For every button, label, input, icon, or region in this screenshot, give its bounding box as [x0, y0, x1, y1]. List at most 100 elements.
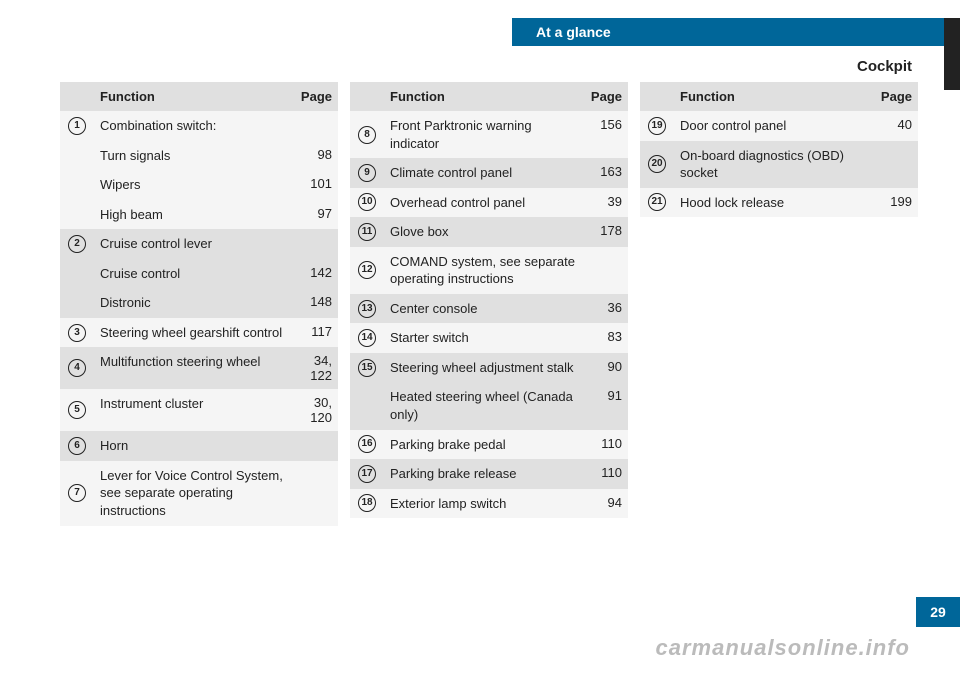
page-ref: 142 [292, 259, 338, 289]
function-text: Heated steering wheel (Canada only) [384, 382, 582, 429]
circled-number-icon: 10 [358, 193, 376, 211]
row-marker-cell [60, 259, 94, 289]
function-text: Cruise control [94, 259, 292, 289]
table-row: 13Center console36 [350, 294, 628, 324]
row-marker-cell: 2 [60, 229, 94, 259]
table-row: 6Horn [60, 431, 338, 461]
page-ref: 101 [292, 170, 338, 200]
circled-number-icon: 19 [648, 117, 666, 135]
function-text: Combination switch: [94, 111, 292, 141]
row-marker-cell: 13 [350, 294, 384, 324]
page-ref: 163 [582, 158, 628, 188]
page-ref: 36 [582, 294, 628, 324]
table-row: Heated steering wheel (Canada only)91 [350, 382, 628, 429]
header-page: Page [582, 82, 628, 111]
table-row: 20 On-board diagnostics (OBD) socket [640, 141, 918, 188]
row-marker-cell: 10 [350, 188, 384, 218]
row-marker-cell: 12 [350, 247, 384, 294]
page-ref: 156 [582, 111, 628, 158]
header-function: Function [674, 82, 872, 111]
page-ref [292, 111, 338, 141]
page-ref: 40 [872, 111, 918, 141]
row-marker-cell [60, 288, 94, 318]
row-marker-cell: 5 [60, 389, 94, 431]
table-row: 14Starter switch83 [350, 323, 628, 353]
row-marker-cell: 8 [350, 111, 384, 158]
header-icon-spacer [640, 82, 674, 111]
table-row: Distronic148 [60, 288, 338, 318]
function-text: On-board diagnostics (OBD) socket [674, 141, 872, 188]
circled-number-icon: 15 [358, 359, 376, 377]
page-ref: 97 [292, 200, 338, 230]
watermark-text: carmanualsonline.info [656, 635, 911, 661]
circled-number-icon: 2 [68, 235, 86, 253]
circled-number-icon: 7 [68, 484, 86, 502]
row-marker-cell [60, 170, 94, 200]
circled-number-icon: 9 [358, 164, 376, 182]
function-text: Exterior lamp switch [384, 489, 582, 519]
row-marker-cell: 3 [60, 318, 94, 348]
page-ref [292, 229, 338, 259]
table-row: 11Glove box178 [350, 217, 628, 247]
page-ref: 110 [582, 430, 628, 460]
function-text: Parking brake pedal [384, 430, 582, 460]
table-header: FunctionPage [640, 82, 918, 111]
circled-number-icon: 20 [648, 155, 666, 173]
page-ref [292, 461, 338, 526]
function-text: Glove box [384, 217, 582, 247]
circled-number-icon: 17 [358, 465, 376, 483]
table-row: Turn signals98 [60, 141, 338, 171]
page-number: 29 [930, 604, 946, 620]
table-row: 4Multifunction steering wheel34, 122 [60, 347, 338, 389]
table-row: 9Climate control panel163 [350, 158, 628, 188]
function-text: Parking brake release [384, 459, 582, 489]
row-marker-cell: 16 [350, 430, 384, 460]
function-text: Distronic [94, 288, 292, 318]
circled-number-icon: 3 [68, 324, 86, 342]
function-text: Cruise control lever [94, 229, 292, 259]
circled-number-icon: 1 [68, 117, 86, 135]
function-text: Lever for Voice Control System, see sepa… [94, 461, 292, 526]
function-text: High beam [94, 200, 292, 230]
table-row: 12COMAND system, see separate operating … [350, 247, 628, 294]
table-row: 10Overhead control panel39 [350, 188, 628, 218]
table-row: Cruise control142 [60, 259, 338, 289]
table-row: 18Exterior lamp switch94 [350, 489, 628, 519]
function-text: Multifunction steering wheel [94, 347, 292, 389]
page-ref [582, 247, 628, 294]
function-text: Overhead control panel [384, 188, 582, 218]
section-title: Cockpit [857, 58, 912, 75]
circled-number-icon: 21 [648, 193, 666, 211]
header-page: Page [292, 82, 338, 111]
row-marker-cell: 21 [640, 188, 674, 218]
table-row: 2 Cruise control lever [60, 229, 338, 259]
page-ref [292, 431, 338, 461]
function-text: Front Parktronic warning indicator [384, 111, 582, 158]
row-marker-cell: 7 [60, 461, 94, 526]
circled-number-icon: 14 [358, 329, 376, 347]
circled-number-icon: 16 [358, 435, 376, 453]
columns-container: FunctionPage1Combination switch:Turn sig… [60, 82, 912, 526]
table-row: 16 Parking brake pedal110 [350, 430, 628, 460]
header-icon-spacer [350, 82, 384, 111]
row-marker-cell: 18 [350, 489, 384, 519]
page-ref: 83 [582, 323, 628, 353]
table-row: 21 Hood lock release199 [640, 188, 918, 218]
chapter-title: At a glance [536, 24, 611, 40]
function-column: FunctionPage8Front Parktronic warning in… [350, 82, 628, 526]
table-row: 19 Door control panel40 [640, 111, 918, 141]
table-header: FunctionPage [60, 82, 338, 111]
row-marker-cell: 20 [640, 141, 674, 188]
page-ref: 30, 120 [292, 389, 338, 431]
function-text: Hood lock release [674, 188, 872, 218]
circled-number-icon: 13 [358, 300, 376, 318]
page-ref: 199 [872, 188, 918, 218]
function-text: Steering wheel adjustment stalk [384, 353, 582, 383]
header-function: Function [94, 82, 292, 111]
row-marker-cell: 9 [350, 158, 384, 188]
row-marker-cell: 19 [640, 111, 674, 141]
function-text: Door control panel [674, 111, 872, 141]
function-text: Wipers [94, 170, 292, 200]
row-marker-cell [350, 382, 384, 429]
table-row: 15Steering wheel adjustment stalk90 [350, 353, 628, 383]
